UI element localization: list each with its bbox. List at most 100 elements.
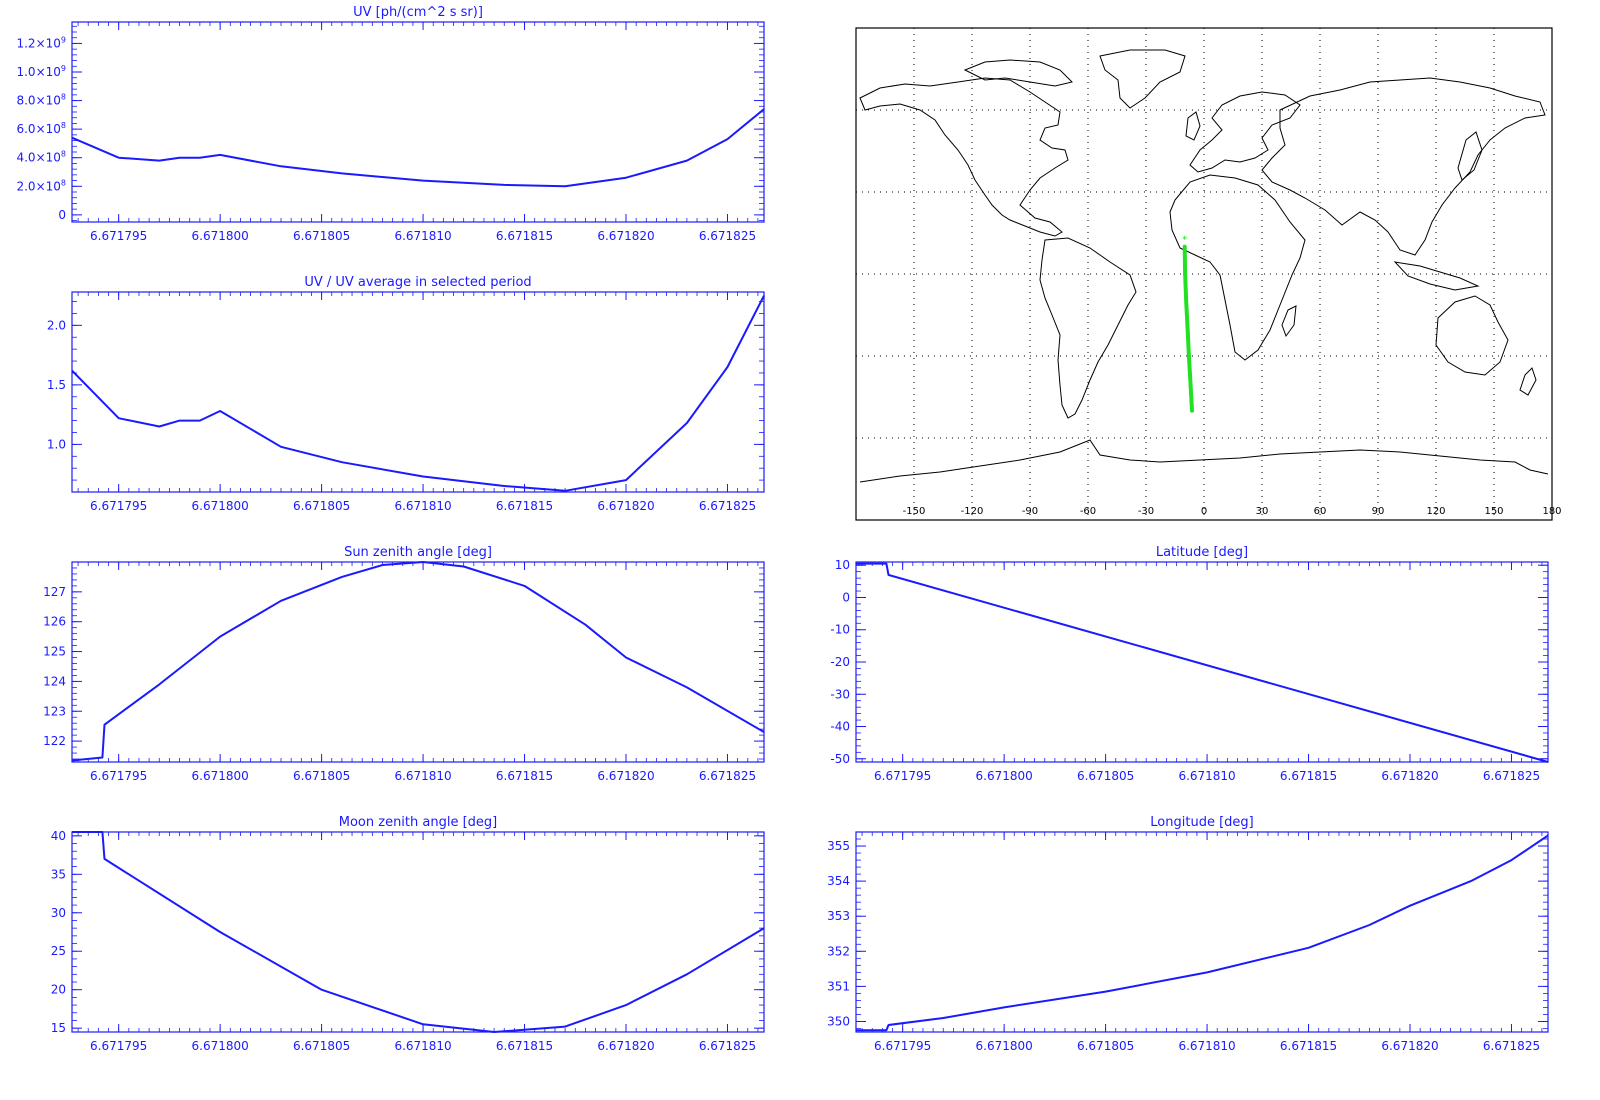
x-tick-label: 6.671820 <box>597 769 654 783</box>
y-tick-label: 2.0 <box>47 318 66 332</box>
plot-frame <box>71 561 765 763</box>
coast-south-america <box>1039 237 1137 419</box>
coast-north-america <box>859 77 1069 237</box>
x-tick-label: 6.671810 <box>1178 769 1235 783</box>
y-tick-label: 1.0×109 <box>16 64 66 79</box>
x-tick-label: 6.671800 <box>192 1039 249 1053</box>
satellite-track: * <box>1182 235 1194 413</box>
map-lon-ticks: -150 -120 -90 -60 -30 0 30 60 90 120 150 180 <box>903 506 1562 517</box>
coast-antarctica <box>859 439 1549 483</box>
x-tick-label: 6.671815 <box>496 229 553 243</box>
x-tick-label: 6.671810 <box>1178 1039 1235 1053</box>
plot-frame <box>855 831 1549 1033</box>
x-tick-label: 6.671795 <box>90 499 147 513</box>
x-tick-label: 6.671820 <box>597 1039 654 1053</box>
lon-tick-label: 30 <box>1256 506 1269 517</box>
y-tick-label: 20 <box>51 983 66 997</box>
moon-zenith-chart: Moon zenith angle [deg] 6.671795 6.671800 6… <box>51 815 765 1053</box>
x-tick-label: 6.671800 <box>192 229 249 243</box>
x-tick-label: 6.671805 <box>1077 1039 1134 1053</box>
x-tick-label: 6.671815 <box>1280 769 1337 783</box>
lon-tick-label: -150 <box>903 506 926 517</box>
y-tick-label: 40 <box>51 829 66 843</box>
x-tick-label: 6.671825 <box>699 769 756 783</box>
sun-zenith-chart: Sun zenith angle [deg] 6.671795 6.671800 6.… <box>43 545 765 783</box>
y-tick-label: -40 <box>830 720 850 734</box>
coast-madagascar <box>1281 305 1297 338</box>
x-tick-label: 6.671825 <box>699 229 756 243</box>
x-tick-label: 6.671800 <box>976 1039 1033 1053</box>
x-tick-label: 6.671795 <box>874 769 931 783</box>
coast-japan <box>1457 131 1483 181</box>
lon-tick-label: 120 <box>1426 506 1445 517</box>
y-tick-label: 8.0×108 <box>16 93 66 108</box>
y-tick-label: 122 <box>43 734 66 748</box>
longitude-chart: Longitude [deg] 6.671795 6.671800 6.671805 6… <box>827 815 1549 1053</box>
x-tick-label: 6.671815 <box>1280 1039 1337 1053</box>
y-tick-label: 127 <box>43 585 66 599</box>
y-tick-label: 2.0×108 <box>16 178 66 193</box>
y-tick-label: 353 <box>827 909 850 923</box>
lon-tick-label: -60 <box>1080 506 1096 517</box>
x-tick-label: 6.671795 <box>90 769 147 783</box>
series-line <box>71 295 765 492</box>
y-tick-label: -30 <box>830 687 850 701</box>
y-tick-label: 1.0 <box>47 437 66 451</box>
chart-title: UV [ph/(cm^2 s sr)] <box>353 5 483 20</box>
y-tick-label: 123 <box>43 704 66 718</box>
y-tick-label: 350 <box>827 1014 850 1028</box>
y-tick-label: -10 <box>830 623 850 637</box>
y-tick-label: 30 <box>51 906 66 920</box>
chart-title: Longitude [deg] <box>1150 815 1253 830</box>
y-tick-label: -20 <box>830 655 850 669</box>
x-tick-label: 6.671805 <box>1077 769 1134 783</box>
x-tick-label: 6.671820 <box>1381 1039 1438 1053</box>
coast-arctic-islands <box>963 59 1073 87</box>
x-tick-label: 6.671810 <box>394 1039 451 1053</box>
x-tick-label: 6.671805 <box>293 229 350 243</box>
x-tick-label: 6.671825 <box>699 499 756 513</box>
x-tick-label: 6.671795 <box>90 229 147 243</box>
y-tick-label: 4.0×108 <box>16 150 66 165</box>
y-tick-label: 126 <box>43 615 66 629</box>
x-tick-label: 6.671815 <box>496 499 553 513</box>
series-line <box>856 562 1549 763</box>
x-tick-label: 6.671815 <box>496 1039 553 1053</box>
lon-tick-label: 150 <box>1484 506 1503 517</box>
chart-title: Moon zenith angle [deg] <box>339 815 497 830</box>
chart-title: Latitude [deg] <box>1156 545 1248 560</box>
lon-tick-label: 60 <box>1314 506 1327 517</box>
latitude-chart: Latitude [deg] 6.671795 6.671800 6.671805 6.… <box>830 545 1549 783</box>
lon-tick-label: 180 <box>1542 506 1561 517</box>
map-coastlines <box>859 49 1549 483</box>
x-tick-label: 6.671810 <box>394 229 451 243</box>
x-tick-label: 6.671795 <box>874 1039 931 1053</box>
series-line <box>71 561 765 762</box>
x-tick-label: 6.671815 <box>496 769 553 783</box>
coast-indonesia <box>1393 261 1480 291</box>
coast-europe <box>1189 91 1301 173</box>
series-line <box>71 108 765 188</box>
y-tick-label: 25 <box>51 944 66 958</box>
x-tick-label: 6.671805 <box>293 769 350 783</box>
plot-frame <box>71 291 765 493</box>
y-tick-label: 1.2×109 <box>16 35 66 50</box>
x-tick-label: 6.671810 <box>394 499 451 513</box>
lon-tick-label: -30 <box>1138 506 1154 517</box>
chart-title: Sun zenith angle [deg] <box>344 545 492 560</box>
map-graticule <box>856 28 1552 520</box>
y-tick-label: 352 <box>827 944 850 958</box>
y-tick-label: 1.5 <box>47 378 66 392</box>
x-tick-label: 6.671800 <box>192 499 249 513</box>
x-tick-label: 6.671825 <box>1483 769 1540 783</box>
coast-uk <box>1185 111 1201 141</box>
x-tick-label: 6.671805 <box>293 1039 350 1053</box>
track-start-marker: * <box>1182 235 1187 246</box>
y-tick-label: 354 <box>827 874 850 888</box>
coast-africa <box>1169 174 1306 361</box>
coast-new-zealand <box>1519 367 1537 396</box>
y-tick-label: 0 <box>58 208 66 222</box>
coast-greenland <box>1099 49 1186 109</box>
y-tick-label: 6.0×108 <box>16 121 66 136</box>
